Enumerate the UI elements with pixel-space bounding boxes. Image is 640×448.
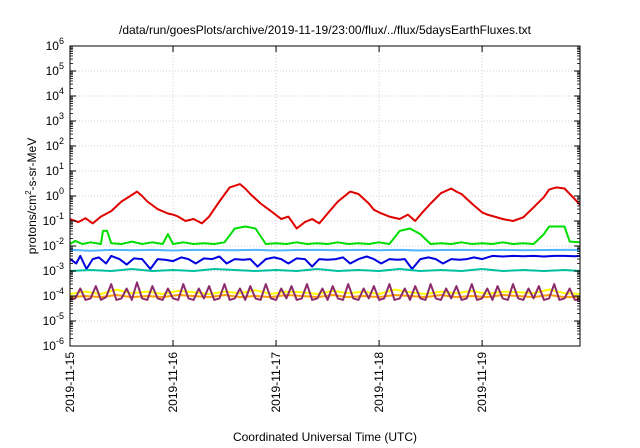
y-tick-label: 10-6 [43, 336, 64, 353]
y-tick-label: 106 [46, 36, 64, 53]
series-line-3 [69, 248, 580, 252]
y-tick-label-exponent: 4 [59, 86, 64, 96]
y-tick-label-exponent: -6 [56, 336, 64, 346]
y-tick-label-base: 10 [43, 314, 57, 328]
y-tick-label-base: 10 [46, 139, 60, 153]
y-axis-label-rest: -s-sr-MeV [25, 138, 39, 191]
chart-title: /data/run/goesPlots/archive/2019-11-19/2… [119, 23, 532, 37]
y-tick-label: 105 [46, 61, 64, 78]
y-tick-label-exponent: 3 [59, 111, 64, 121]
y-tick-label-exponent: 1 [59, 161, 64, 171]
y-tick-label: 104 [46, 86, 64, 103]
y-tick-label-exponent: -1 [56, 211, 64, 221]
y-tick-label-exponent: 6 [59, 36, 64, 46]
x-tick-label: 2019-11-19 [475, 352, 489, 413]
series-line-1 [69, 183, 581, 230]
y-tick-label: 10-2 [43, 236, 64, 253]
y-tick-label: 100 [46, 186, 64, 203]
y-tick-label-base: 10 [46, 164, 60, 178]
y-tick-label: 103 [46, 111, 64, 128]
y-tick-label-exponent: -5 [56, 311, 64, 321]
series-line-5 [69, 268, 581, 272]
y-tick-label: 10-1 [43, 211, 64, 228]
y-tick-label-exponent: -3 [56, 261, 64, 271]
y-tick-label-base: 10 [46, 189, 60, 203]
y-tick-label: 10-5 [43, 311, 64, 328]
y-tick-label: 10-3 [43, 261, 64, 278]
series-line-4 [69, 254, 581, 270]
y-tick-label-exponent: 2 [59, 136, 64, 146]
series-line-2 [69, 225, 581, 245]
svg-text:protons/cm2-s-sr-MeV: protons/cm2-s-sr-MeV [24, 138, 39, 254]
y-tick-label-base: 10 [43, 289, 57, 303]
y-tick-label: 102 [46, 136, 64, 153]
y-axis-label-base: protons/cm [25, 195, 39, 254]
y-axis-label-superscript: 2 [24, 190, 33, 195]
y-tick-label: 101 [46, 161, 64, 178]
y-tick-label-base: 10 [46, 89, 60, 103]
x-tick-label: 2019-11-16 [166, 352, 180, 413]
y-axis-label: protons/cm2-s-sr-MeV [24, 138, 39, 254]
axis-ticks: 10-610-510-410-310-210-11001011021031041… [43, 36, 580, 413]
y-tick-label-base: 10 [43, 214, 57, 228]
y-tick-label-base: 10 [43, 339, 57, 353]
series-line-8 [69, 281, 580, 301]
y-tick-label-base: 10 [43, 264, 57, 278]
y-tick-label: 10-4 [43, 286, 64, 303]
y-tick-label-exponent: 0 [59, 186, 64, 196]
x-tick-label: 2019-11-17 [269, 352, 283, 413]
y-tick-label-exponent: -2 [56, 236, 64, 246]
y-tick-label-base: 10 [46, 114, 60, 128]
y-tick-label-exponent: 5 [59, 61, 64, 71]
series-layer [69, 183, 581, 301]
y-tick-label-base: 10 [43, 239, 57, 253]
y-tick-label-base: 10 [46, 64, 60, 78]
y-tick-label-base: 10 [46, 39, 60, 53]
x-tick-label: 2019-11-15 [63, 352, 77, 413]
y-tick-label-exponent: -4 [56, 286, 64, 296]
x-axis-label: Coordinated Universal Time (UTC) [233, 430, 417, 444]
x-tick-label: 2019-11-18 [372, 352, 386, 413]
